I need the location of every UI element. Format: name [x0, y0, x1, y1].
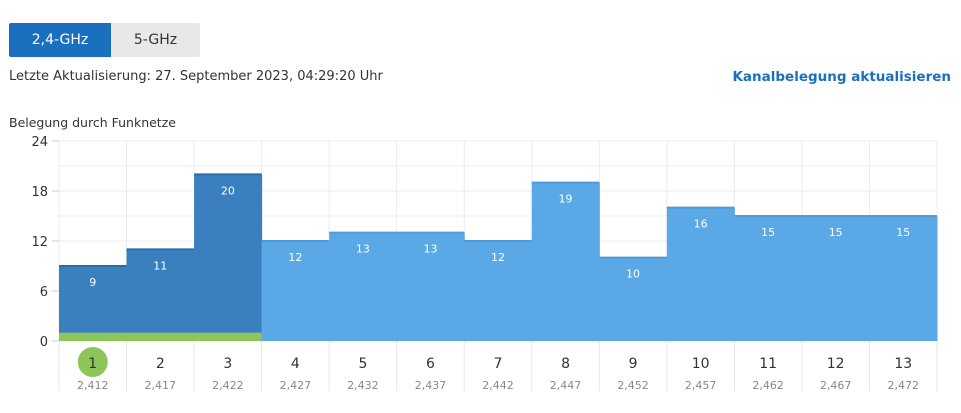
frequency-label: 2,452	[617, 379, 649, 392]
frequency-label: 2,417	[145, 379, 177, 392]
y-tick-label: 0	[40, 335, 48, 350]
channel-label: 9	[629, 356, 638, 372]
frequency-label: 2,472	[887, 379, 919, 392]
channel-label: 8	[561, 356, 570, 372]
data-label: 16	[694, 218, 708, 231]
data-label: 13	[356, 243, 370, 256]
bar-channel-4	[261, 241, 330, 341]
data-label: 12	[288, 251, 302, 264]
frequency-label: 2,447	[550, 379, 582, 392]
y-tick-label: 18	[31, 185, 48, 200]
channel-label: 12	[827, 356, 845, 372]
frequency-label: 2,457	[685, 379, 717, 392]
data-label: 11	[153, 259, 167, 272]
own-channel-marker	[77, 347, 108, 377]
frequency-label: 2,427	[280, 379, 312, 392]
channel-label: 11	[759, 356, 777, 372]
channel-label: 10	[692, 356, 710, 372]
frequency-label: 2,412	[77, 379, 109, 392]
bar-channel-1	[59, 266, 128, 341]
y-tick-label: 12	[31, 235, 48, 250]
bar-channel-3	[194, 174, 263, 341]
channel-label: 6	[426, 356, 435, 372]
bar-channel-7	[464, 241, 533, 341]
band-tabs: 2,4-GHz 5-GHz	[9, 23, 200, 57]
tab-2-4-ghz[interactable]: 2,4-GHz	[9, 23, 111, 57]
chart-title: Belegung durch Funknetze	[9, 115, 176, 130]
channel-label: 2	[156, 356, 165, 372]
channel-label: 4	[291, 356, 300, 372]
bar-channel-9	[599, 257, 668, 341]
y-tick-label: 6	[40, 285, 48, 300]
frequency-label: 2,462	[752, 379, 784, 392]
bar-channel-11	[734, 216, 803, 341]
frequency-label: 2,432	[347, 379, 379, 392]
bar-channel-5	[329, 232, 398, 341]
tab-5-ghz[interactable]: 5-GHz	[111, 23, 200, 57]
data-label: 15	[896, 226, 910, 239]
own-network-band	[59, 332, 262, 341]
bar-channel-13	[869, 216, 938, 341]
data-label: 19	[559, 193, 573, 206]
frequency-label: 2,467	[820, 379, 852, 392]
bar-channel-2	[126, 249, 195, 341]
data-label: 15	[829, 226, 843, 239]
data-label: 13	[423, 243, 437, 256]
data-label: 9	[89, 276, 96, 289]
channel-label: 3	[223, 356, 232, 372]
channel-label: 7	[494, 356, 503, 372]
bar-channel-10	[666, 207, 735, 341]
data-label: 12	[491, 251, 505, 264]
channel-label: 5	[358, 356, 367, 372]
channel-label: 13	[894, 356, 912, 372]
data-label: 20	[221, 184, 235, 197]
y-tick-label: 24	[31, 135, 48, 150]
bar-channel-12	[801, 216, 870, 341]
last-update-text: Letzte Aktualisierung: 27. September 202…	[9, 69, 383, 84]
frequency-label: 2,437	[415, 379, 447, 392]
frequency-label: 2,442	[482, 379, 514, 392]
bar-channel-8	[531, 182, 600, 341]
data-label: 15	[761, 226, 775, 239]
frequency-label: 2,422	[212, 379, 244, 392]
refresh-channel-link[interactable]: Kanalbelegung aktualisieren	[732, 69, 951, 85]
bar-channel-6	[396, 232, 465, 341]
channel-label: 1	[88, 356, 97, 372]
data-label: 10	[626, 268, 640, 281]
